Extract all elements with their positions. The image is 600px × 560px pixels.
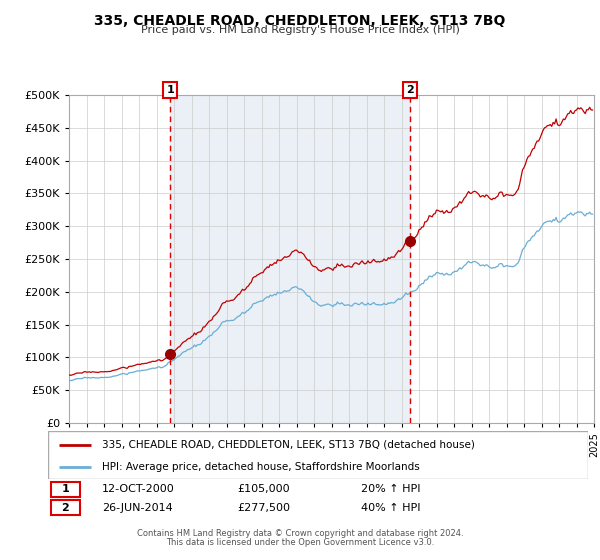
Text: 2: 2 <box>406 85 414 95</box>
Text: £277,500: £277,500 <box>237 503 290 513</box>
Text: Contains HM Land Registry data © Crown copyright and database right 2024.: Contains HM Land Registry data © Crown c… <box>137 529 463 538</box>
FancyBboxPatch shape <box>50 482 80 497</box>
Text: 40% ↑ HPI: 40% ↑ HPI <box>361 503 421 513</box>
Text: 1: 1 <box>61 484 69 494</box>
Text: 1: 1 <box>166 85 174 95</box>
Text: 2: 2 <box>61 503 69 513</box>
Text: HPI: Average price, detached house, Staffordshire Moorlands: HPI: Average price, detached house, Staf… <box>102 462 420 472</box>
Text: 12-OCT-2000: 12-OCT-2000 <box>102 484 175 494</box>
Text: Price paid vs. HM Land Registry's House Price Index (HPI): Price paid vs. HM Land Registry's House … <box>140 25 460 35</box>
Text: £105,000: £105,000 <box>237 484 290 494</box>
Text: 335, CHEADLE ROAD, CHEDDLETON, LEEK, ST13 7BQ: 335, CHEADLE ROAD, CHEDDLETON, LEEK, ST1… <box>94 14 506 28</box>
Text: 26-JUN-2014: 26-JUN-2014 <box>102 503 173 513</box>
Text: 335, CHEADLE ROAD, CHEDDLETON, LEEK, ST13 7BQ (detached house): 335, CHEADLE ROAD, CHEDDLETON, LEEK, ST1… <box>102 440 475 450</box>
FancyBboxPatch shape <box>50 500 80 515</box>
Bar <box>170 95 410 423</box>
Text: 20% ↑ HPI: 20% ↑ HPI <box>361 484 421 494</box>
Text: This data is licensed under the Open Government Licence v3.0.: This data is licensed under the Open Gov… <box>166 538 434 547</box>
